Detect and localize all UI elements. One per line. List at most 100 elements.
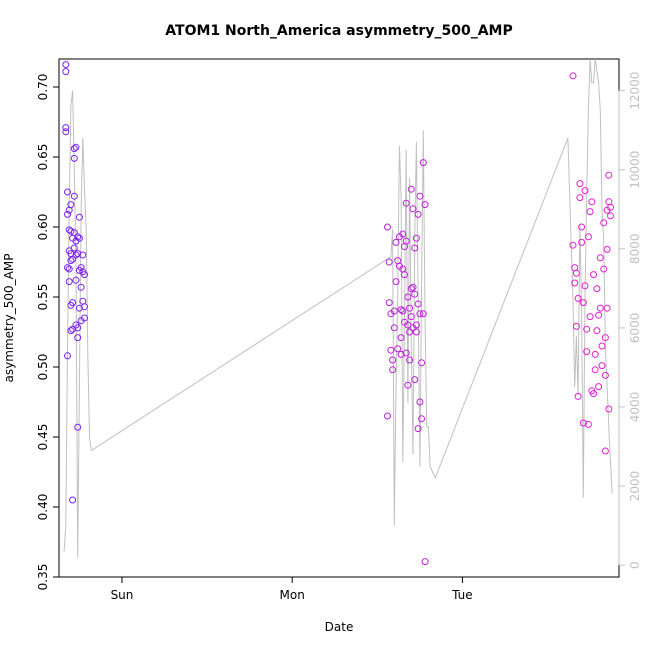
data-point — [571, 279, 579, 287]
data-point — [406, 328, 414, 336]
data-point — [69, 496, 77, 504]
data-point — [72, 276, 80, 284]
data-point — [387, 346, 395, 354]
y-tick-label: 0.50 — [36, 354, 50, 381]
y-tick-label: 0.40 — [36, 494, 50, 521]
data-point — [581, 187, 589, 195]
data-point — [404, 381, 412, 389]
data-point — [70, 145, 78, 153]
data-point — [407, 185, 415, 193]
data-point — [576, 180, 584, 188]
data-point — [70, 244, 78, 252]
data-point — [74, 334, 82, 342]
data-point — [392, 238, 400, 246]
data-point — [574, 294, 582, 302]
data-point — [404, 293, 412, 301]
data-point — [64, 210, 71, 218]
data-point — [416, 398, 424, 406]
data-point — [605, 405, 613, 413]
data-point — [421, 558, 429, 566]
y2-tick-label: 12000 — [628, 72, 642, 110]
y-tick-label: 0.55 — [36, 284, 50, 311]
data-point — [69, 255, 77, 263]
data-point — [572, 269, 580, 277]
data-point — [411, 244, 419, 252]
data-point — [397, 334, 405, 342]
data-point — [74, 324, 82, 332]
data-point — [578, 238, 586, 246]
data-point — [409, 283, 417, 291]
data-point — [81, 271, 88, 279]
data-point — [67, 201, 75, 209]
data-point — [607, 203, 614, 211]
data-point — [65, 226, 73, 234]
data-point — [402, 349, 410, 357]
data-point — [578, 223, 586, 231]
data-point — [586, 313, 594, 321]
data-point — [385, 258, 393, 266]
x-tick-label: Mon — [280, 588, 305, 602]
data-point — [384, 412, 391, 420]
data-point — [62, 61, 70, 69]
data-point — [390, 307, 398, 315]
data-point — [72, 251, 80, 259]
data-point — [406, 356, 414, 364]
data-point — [397, 350, 405, 358]
data-point — [576, 194, 584, 202]
data-point — [67, 327, 75, 335]
data-point — [601, 334, 609, 342]
data-point — [591, 350, 599, 358]
data-point — [407, 285, 415, 293]
data-point — [584, 420, 592, 428]
y-tick-label: 0.35 — [36, 564, 50, 591]
y-axis: 0.35 0.40 0.45 0.50 0.55 0.60 0.65 0.70 — [36, 74, 60, 591]
data-point — [601, 447, 609, 455]
data-point — [394, 345, 402, 353]
data-point — [390, 324, 398, 332]
data-point — [607, 212, 614, 220]
data-point — [593, 285, 601, 293]
data-point — [411, 290, 419, 298]
data-point — [62, 128, 70, 136]
data-point — [603, 245, 611, 253]
data-point — [62, 124, 70, 132]
data-point — [409, 205, 417, 213]
data-point — [64, 352, 71, 360]
data-point — [590, 390, 597, 398]
x-axis-label: Date — [325, 620, 354, 634]
data-point — [414, 300, 422, 308]
data-point — [591, 366, 599, 374]
data-point — [598, 342, 606, 350]
data-point — [407, 313, 415, 321]
data-point — [598, 362, 606, 370]
data-point — [75, 234, 83, 242]
data-point — [74, 233, 82, 241]
points-layer — [62, 61, 614, 566]
data-point — [412, 234, 420, 242]
data-point — [419, 310, 427, 318]
data-point — [65, 278, 73, 286]
y2-tick-label: 0 — [628, 561, 642, 569]
data-point — [584, 233, 592, 241]
data-point — [392, 278, 400, 286]
data-point — [70, 154, 78, 162]
data-point — [418, 415, 426, 423]
data-point — [402, 199, 410, 207]
data-point — [583, 325, 591, 333]
data-point — [414, 210, 422, 218]
series-line — [63, 58, 613, 558]
y-axis-label: asymmetry_500_AMP — [2, 254, 16, 383]
data-point — [70, 229, 78, 237]
y-tick-label: 0.70 — [36, 74, 50, 101]
data-point — [411, 376, 419, 384]
data-point — [572, 322, 580, 330]
data-point — [74, 423, 82, 431]
data-point — [596, 304, 604, 312]
data-point — [588, 198, 596, 206]
data-point — [62, 68, 70, 76]
data-point — [593, 327, 601, 335]
y2-tick-label: 6000 — [628, 313, 642, 344]
data-point — [586, 208, 594, 216]
